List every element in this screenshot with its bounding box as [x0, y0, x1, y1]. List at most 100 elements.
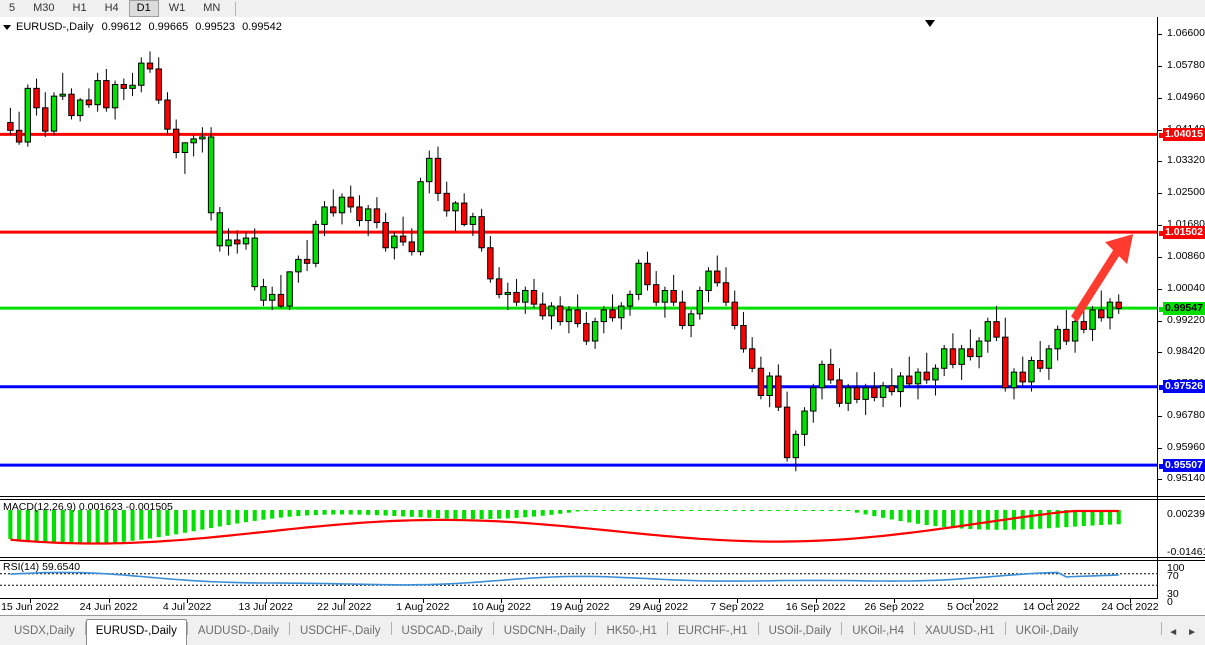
price-axis[interactable]: 1.066001.057801.049601.041401.033201.025…	[1157, 17, 1205, 608]
ohlc-open: 0.99612	[101, 21, 142, 33]
axis-pane-divider	[1158, 557, 1205, 558]
chart-tab-usoildaily[interactable]: USOil-,Daily	[768, 625, 832, 637]
price-level-tag-0.95507[interactable]: 0.95507	[1163, 458, 1205, 472]
date-axis-tick	[501, 599, 503, 603]
price-axis-label: 0.95960	[1167, 440, 1205, 453]
timeframe-button-w1[interactable]: W1	[168, 2, 186, 14]
date-axis-tick	[422, 599, 424, 603]
ohlc-low: 0.99523	[195, 21, 236, 33]
chart-area[interactable]: EURUSD-,Daily 0.99612 0.99665 0.99523 0.…	[0, 17, 1205, 616]
price-pane[interactable]	[0, 18, 1158, 495]
tab-scroll-left-icon[interactable]: ◄	[1168, 627, 1179, 638]
date-axis-label: 24 Jun 2022	[79, 601, 138, 613]
macd-label: MACD(12,26,9) 0.001623 -0.001505	[3, 501, 173, 513]
date-axis-label: 16 Sep 2022	[785, 601, 846, 613]
pane-divider-2b	[0, 560, 1157, 561]
price-level-tag-1.01502[interactable]: 1.01502	[1163, 225, 1205, 239]
timeframe-toolbar: 5 M30 H1 H4 D1 W1 MN	[0, 0, 1205, 18]
triangle-down-icon[interactable]	[3, 24, 11, 30]
chart-tab-audusddaily[interactable]: AUDUSD-,Daily	[197, 625, 280, 637]
price-axis-tick	[1158, 65, 1162, 67]
axis-pane-divider	[1158, 560, 1205, 561]
price-axis-tick	[1158, 351, 1162, 353]
date-axis-tick	[1051, 599, 1053, 603]
price-axis-label: 1.00860	[1167, 250, 1205, 263]
pane-divider-2	[0, 557, 1157, 558]
pane-divider-1	[0, 496, 1157, 497]
date-axis-label: 22 Jul 2022	[317, 601, 372, 613]
timeframe-button-mn[interactable]: MN	[203, 2, 221, 14]
rsi-label: RSI(14) 59.6540	[3, 561, 81, 573]
date-axis-label: 13 Jul 2022	[238, 601, 293, 613]
chart-tab-usdxdaily[interactable]: USDX,Daily	[14, 625, 75, 637]
timeframe-button-5[interactable]: 5	[9, 2, 16, 14]
chart-ohlc-values: 0.99612 0.99665 0.99523 0.99542	[102, 21, 286, 33]
ohlc-close: 0.99542	[242, 21, 282, 33]
price-level-tag-0.99547[interactable]: 0.99547	[1163, 301, 1205, 315]
price-axis-tick	[1158, 129, 1162, 131]
date-axis-label: 7 Sep 2022	[710, 601, 764, 613]
tab-separator	[492, 622, 494, 635]
price-axis-tick	[1158, 479, 1162, 481]
chart-tab-bar[interactable]: USDX,Daily EURUSD-,Daily AUDUSD-,Daily USDC…	[0, 615, 1205, 645]
date-axis-tick	[187, 599, 189, 603]
price-axis-label: 1.05780	[1167, 58, 1205, 71]
tab-separator	[1004, 622, 1006, 635]
date-axis-label: 19 Aug 2022	[550, 601, 610, 613]
price-axis-label: 0.95140	[1167, 472, 1205, 485]
timeframe-button-m30[interactable]: M30	[33, 2, 55, 14]
price-level-tag-0.97526[interactable]: 0.97526	[1163, 380, 1205, 394]
price-axis-tick	[1158, 97, 1162, 99]
chart-tab-eurusddaily[interactable]: EURUSD-,Daily	[85, 619, 187, 645]
date-axis-label: 4 Jul 2022	[162, 601, 212, 613]
price-level-tag-1.04015[interactable]: 1.04015	[1163, 127, 1205, 141]
date-axis-label: 5 Oct 2022	[947, 601, 999, 613]
pane-divider-1b	[0, 499, 1157, 500]
chart-tab-hk50h1[interactable]: HK50-,H1	[606, 625, 657, 637]
date-axis-tick	[580, 599, 581, 603]
date-axis-tick	[344, 599, 346, 603]
date-axis-tick	[265, 599, 267, 603]
rsi-axis-label: 100	[1167, 562, 1185, 574]
ohlc-high: 0.99665	[148, 21, 189, 33]
price-axis-tick	[1158, 225, 1162, 227]
tab-separator	[595, 622, 597, 635]
price-axis-label: 1.02500	[1167, 186, 1205, 199]
chart-tab-usdcaddaily[interactable]: USDCAD-,Daily	[401, 625, 483, 637]
tab-separator	[84, 622, 86, 635]
date-axis-tick	[815, 599, 817, 603]
date-axis-tick	[737, 599, 739, 603]
chart-tab-eurchfh1[interactable]: EURCHF-,H1	[677, 625, 748, 637]
chart-tab-usdcnhdaily[interactable]: USDCNH-,Daily	[503, 625, 586, 637]
timeframe-button-d1[interactable]: D1	[128, 0, 159, 17]
timeframe-button-h1[interactable]: H1	[72, 2, 87, 14]
tab-separator	[757, 622, 759, 635]
date-axis-tick	[108, 599, 110, 603]
price-axis-label: 0.96780	[1167, 408, 1205, 421]
rsi-pane[interactable]: RSI(14) 59.6540	[0, 561, 1158, 598]
date-axis-label: 10 Aug 2022	[471, 601, 531, 613]
axis-pane-divider	[1158, 496, 1205, 497]
tab-scroll-right-icon[interactable]: ►	[1187, 627, 1197, 638]
date-axis-tick	[658, 599, 660, 603]
chart-tab-ukoildaily[interactable]: UKOil-,Daily	[1015, 625, 1079, 637]
tab-separator	[289, 622, 291, 635]
toolbar-separator	[235, 1, 237, 16]
chart-plot-region[interactable]: EURUSD-,Daily 0.99612 0.99665 0.99523 0.…	[0, 17, 1158, 598]
rsi-axis-label: 70	[1167, 570, 1179, 582]
date-axis-tick	[30, 599, 31, 603]
tab-separator	[1161, 622, 1163, 635]
price-axis-label: 1.04960	[1167, 90, 1205, 103]
date-axis-label: 26 Sep 2022	[864, 601, 925, 613]
price-axis-label: 1.03320	[1167, 154, 1205, 167]
chart-tab-usdchfdaily[interactable]: USDCHF-,Daily	[300, 625, 381, 637]
rsi-axis-label: 0	[1167, 596, 1173, 608]
date-axis-label: 14 Oct 2022	[1022, 601, 1081, 613]
tab-nav[interactable]: ◄ ►	[1162, 628, 1205, 645]
price-axis-tick	[1158, 33, 1162, 35]
chart-tab-xauusdh1[interactable]: XAUUSD-,H1	[925, 625, 995, 637]
macd-pane[interactable]: MACD(12,26,9) 0.001623 -0.001505	[0, 501, 1157, 556]
timeframe-button-h4[interactable]: H4	[104, 2, 119, 14]
chart-tab-ukoilh4[interactable]: UKOil-,H4	[852, 625, 904, 637]
